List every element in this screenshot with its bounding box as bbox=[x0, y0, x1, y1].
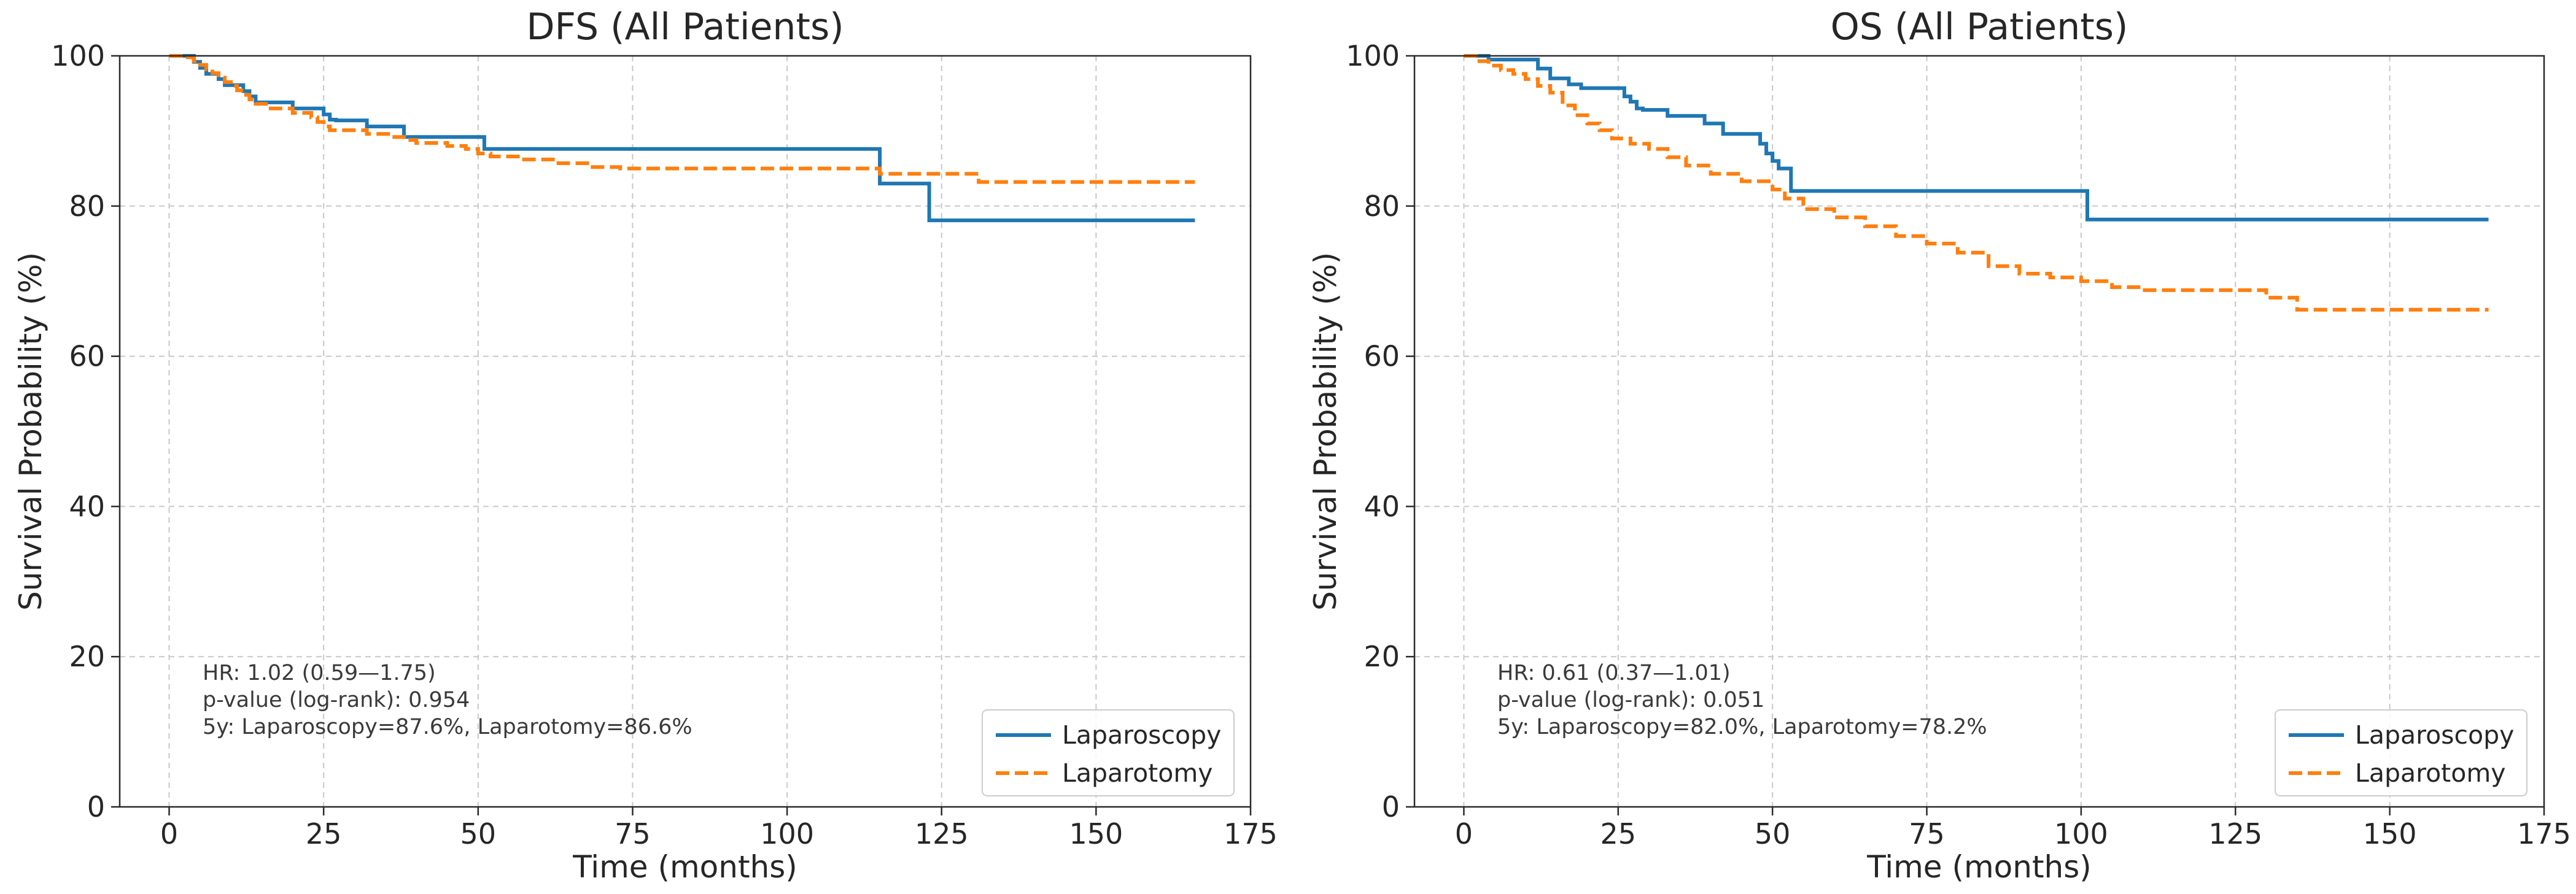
os-x-axis-label: Time (months) bbox=[1866, 849, 2092, 885]
os-annotation-line: HR: 0.61 (0.37—1.01) bbox=[1497, 661, 1731, 685]
dfs-x-tick-label: 25 bbox=[306, 817, 342, 850]
dfs-annotation-line: HR: 1.02 (0.59—1.75) bbox=[203, 661, 436, 685]
dfs-panel: 0 25 50 75 100 125 150 175 0 20 40 60 80 100 DFS (All … bbox=[13, 6, 1278, 885]
os-series-laparotomy bbox=[1464, 54, 2489, 312]
os-y-tick-label: 60 bbox=[1364, 340, 1400, 373]
dfs-annotation-line: 5y: Laparoscopy=87.6%, Laparotomy=86.6% bbox=[203, 715, 692, 739]
dfs-x-axis-label: Time (months) bbox=[572, 849, 797, 885]
dfs-x-tick-label: 125 bbox=[915, 817, 969, 850]
dfs-series-laparoscopy bbox=[169, 54, 1195, 223]
dfs-x-tick-label: 150 bbox=[1069, 817, 1123, 850]
os-y-tick-label: 20 bbox=[1364, 640, 1400, 673]
os-annotation-line: p-value (log-rank): 0.051 bbox=[1497, 688, 1764, 712]
os-panel: 0 25 50 75 100 125 150 175 0 20 40 60 80 100 OS (All P… bbox=[1308, 6, 2571, 885]
dfs-series-laparotomy bbox=[169, 54, 1195, 184]
os-legend-label: Laparoscopy bbox=[2355, 720, 2514, 750]
os-annotation-line: 5y: Laparoscopy=82.0%, Laparotomy=78.2% bbox=[1497, 715, 1987, 739]
dfs-x-tick-label: 0 bbox=[160, 817, 178, 850]
os-y-tick-label: 100 bbox=[1346, 39, 1400, 72]
dfs-legend: Laparoscopy Laparotomy bbox=[982, 709, 1235, 796]
os-x-tick-label: 100 bbox=[2054, 817, 2108, 850]
dfs-x-tick-label: 175 bbox=[1224, 817, 1278, 850]
dfs-y-tick-label: 80 bbox=[69, 190, 105, 223]
os-legend: Laparoscopy Laparotomy bbox=[2275, 709, 2528, 796]
os-x-tick-label: 0 bbox=[1455, 817, 1473, 850]
dfs-x-tick-label: 100 bbox=[760, 817, 814, 850]
dfs-plot-frame bbox=[118, 55, 1252, 808]
os-x-tick-label: 25 bbox=[1600, 817, 1637, 850]
os-y-tick-label: 80 bbox=[1364, 190, 1400, 223]
os-legend-label: Laparotomy bbox=[2355, 758, 2506, 788]
dfs-y-tick-label: 100 bbox=[51, 39, 105, 72]
os-y-tick-label: 0 bbox=[1382, 790, 1400, 823]
dfs-legend-label: Laparoscopy bbox=[1062, 720, 1221, 750]
dfs-y-tick-label: 60 bbox=[69, 340, 105, 373]
os-plot-frame bbox=[1413, 55, 2545, 808]
os-y-tick-label: 40 bbox=[1364, 490, 1400, 523]
dfs-x-tick-label: 75 bbox=[615, 817, 651, 850]
os-x-tick-label: 50 bbox=[1755, 817, 1791, 850]
dfs-annotation-line: p-value (log-rank): 0.954 bbox=[203, 688, 470, 712]
os-x-tick-label: 75 bbox=[1909, 817, 1945, 850]
os-x-tick-label: 125 bbox=[2208, 817, 2262, 850]
os-chart-title: OS (All Patients) bbox=[1831, 6, 2128, 48]
dfs-legend-label: Laparotomy bbox=[1062, 758, 1213, 788]
dfs-y-tick-label: 20 bbox=[69, 640, 105, 673]
os-x-tick-label: 175 bbox=[2517, 817, 2571, 850]
os-series-laparoscopy bbox=[1464, 54, 2489, 222]
os-y-axis-label: Survival Probability (%) bbox=[1308, 252, 1343, 611]
dfs-chart-title: DFS (All Patients) bbox=[526, 6, 844, 48]
dfs-x-tick-label: 50 bbox=[460, 817, 497, 850]
os-x-tick-label: 150 bbox=[2363, 817, 2417, 850]
dfs-y-axis-label: Survival Probability (%) bbox=[13, 252, 48, 611]
dfs-y-tick-label: 0 bbox=[87, 790, 105, 823]
dfs-y-tick-label: 40 bbox=[69, 490, 105, 523]
